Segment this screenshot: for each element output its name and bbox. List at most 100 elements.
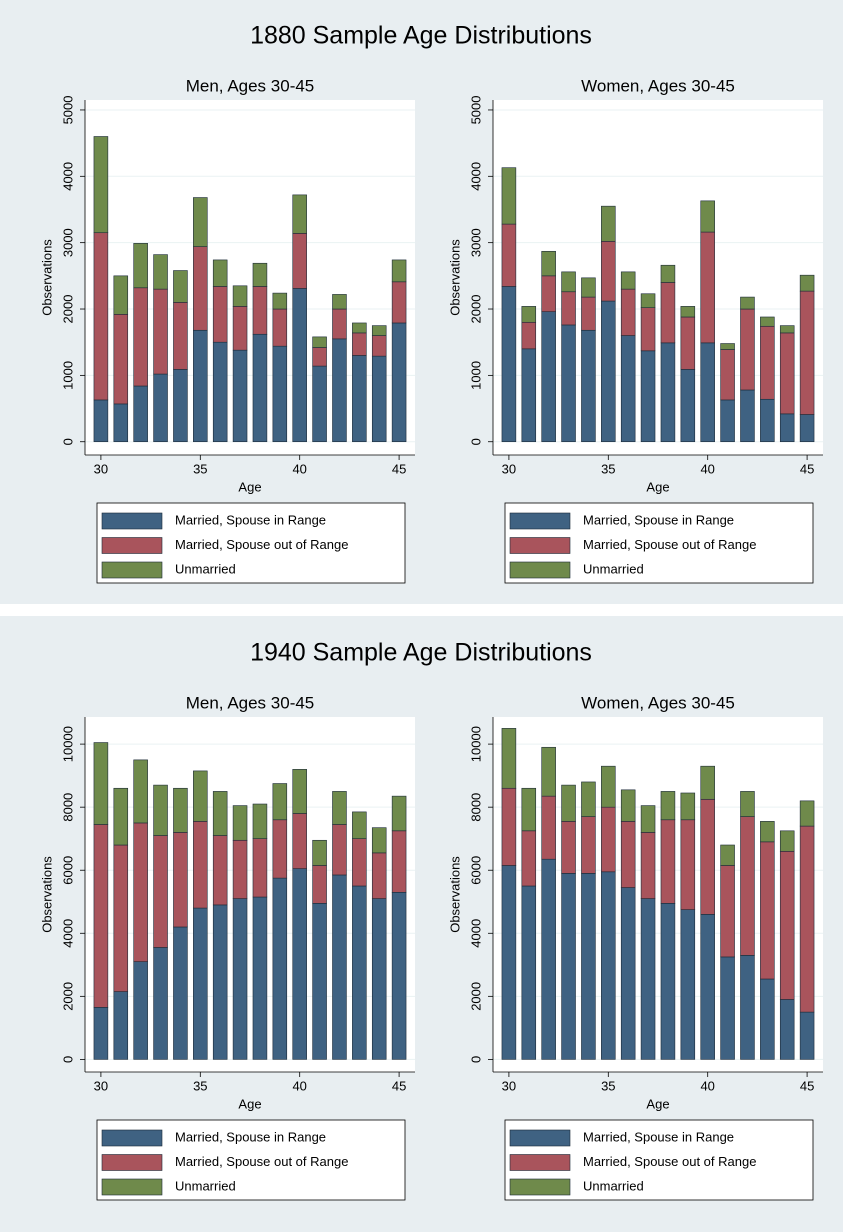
bar-segment — [760, 325, 775, 400]
bar-segment — [561, 784, 576, 822]
bar-segment — [799, 825, 815, 1013]
bar-segment — [720, 343, 735, 350]
bar-segment — [292, 813, 307, 869]
bar-segment — [312, 903, 327, 1060]
bar-segment — [133, 961, 148, 1060]
bar-segment — [232, 349, 248, 443]
bar-segment — [312, 865, 327, 904]
bar-segment — [332, 308, 347, 340]
bar-segment — [332, 338, 347, 443]
y-tick-label: 6000 — [468, 856, 483, 885]
y-tick-label: 4000 — [60, 919, 75, 948]
x-tick-label: 40 — [292, 461, 306, 476]
chart-title: Men, Ages 30-45 — [186, 76, 315, 95]
bar-segment — [193, 907, 208, 1060]
bar-segment — [292, 288, 307, 443]
bar-segment — [312, 365, 327, 443]
bar-segment — [640, 293, 656, 308]
bar-segment — [521, 885, 537, 1060]
y-tick-label: 8000 — [60, 793, 75, 822]
y-tick-label: 0 — [468, 438, 483, 445]
bar-segment — [521, 830, 537, 887]
bar-segment — [521, 787, 537, 832]
y-tick-label: 0 — [468, 1056, 483, 1063]
bar-segment — [700, 342, 715, 443]
legend-swatch — [101, 1129, 163, 1147]
bar-segment — [312, 336, 327, 348]
x-axis-label: Age — [238, 1096, 261, 1111]
bar-segment — [779, 325, 795, 334]
legend-label: Unmarried — [175, 1178, 236, 1193]
bar-segment — [541, 795, 556, 860]
legend-label: Unmarried — [175, 561, 236, 576]
bar-segment — [680, 792, 696, 821]
legend-swatch — [101, 1178, 163, 1196]
bar-segment — [779, 830, 795, 852]
x-tick-label: 45 — [800, 461, 814, 476]
x-tick-label: 30 — [94, 461, 108, 476]
y-tick-label: 1000 — [468, 361, 483, 390]
bar-segment — [371, 898, 387, 1060]
bar-segment — [173, 302, 188, 370]
x-tick-label: 40 — [700, 1078, 714, 1093]
bar-segment — [760, 316, 775, 327]
bar-segment — [581, 296, 596, 331]
y-tick-label: 10000 — [468, 726, 483, 762]
bar-segment — [620, 789, 636, 822]
bar-segment — [113, 991, 129, 1060]
bar-segment — [541, 275, 556, 312]
bar-segment — [680, 819, 696, 910]
y-tick-label: 10000 — [60, 726, 75, 762]
bar-segment — [232, 898, 248, 1060]
bar-segment — [391, 322, 407, 443]
bar-segment — [700, 231, 715, 344]
y-tick-label: 4000 — [60, 162, 75, 191]
bar-segment — [680, 369, 696, 443]
bar-segment — [700, 765, 715, 800]
bar-segment — [252, 262, 268, 287]
legend-label: Married, Spouse in Range — [583, 1129, 734, 1144]
bar-segment — [153, 288, 168, 375]
bar-segment — [581, 781, 596, 817]
bar-segment — [93, 742, 109, 825]
y-tick-label: 3000 — [60, 228, 75, 257]
legend-swatch — [509, 537, 571, 554]
bar-segment — [252, 286, 268, 335]
bar-segment — [212, 904, 228, 1060]
bar-segment — [292, 233, 307, 289]
legend-label: Married, Spouse out of Range — [175, 537, 348, 552]
bar-segment — [541, 311, 556, 443]
legend-swatch — [101, 512, 163, 530]
bar-segment — [680, 316, 696, 370]
chart-title: Women, Ages 30-45 — [581, 693, 735, 712]
y-tick-label: 2000 — [468, 295, 483, 324]
bar-segment — [501, 787, 517, 866]
bar-segment — [93, 824, 109, 1008]
bar-segment — [332, 294, 347, 310]
bar-segment — [93, 399, 109, 443]
bar-segment — [541, 858, 556, 1060]
bar-segment — [232, 306, 248, 351]
y-tick-label: 3000 — [468, 228, 483, 257]
bar-segment — [601, 205, 616, 242]
bar-segment — [660, 342, 676, 443]
legend-label: Married, Spouse out of Range — [175, 1154, 348, 1169]
y-tick-label: 0 — [60, 438, 75, 445]
figure-title: 1940 Sample Age Distributions — [250, 639, 592, 667]
bar-segment — [541, 746, 556, 797]
legend-swatch — [509, 1154, 571, 1171]
bar-segment — [371, 325, 387, 336]
bar-segment — [332, 824, 347, 876]
bar-segment — [521, 348, 537, 443]
bar-segment — [601, 806, 616, 873]
bar-segment — [779, 999, 795, 1060]
y-tick-label: 6000 — [60, 856, 75, 885]
bar-segment — [272, 292, 288, 310]
bar-segment — [113, 403, 129, 443]
bar-segment — [779, 851, 795, 1000]
bar-segment — [581, 873, 596, 1060]
bar-segment — [640, 805, 656, 833]
bar-segment — [232, 805, 248, 841]
bar-segment — [153, 254, 168, 290]
